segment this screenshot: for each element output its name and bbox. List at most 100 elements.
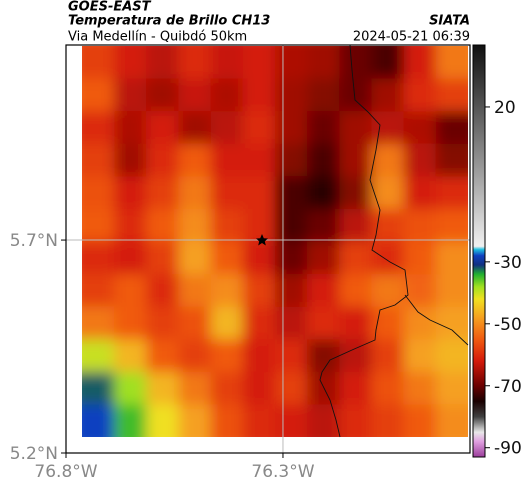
field-cell bbox=[339, 371, 373, 406]
field-cell bbox=[146, 208, 180, 243]
field-cell bbox=[178, 143, 212, 178]
field-cell bbox=[178, 371, 212, 406]
colorbar-tick-label: -50 bbox=[494, 315, 522, 335]
datetime: 2024-05-21 06:39 bbox=[353, 30, 470, 45]
title: GOES-EAST bbox=[68, 0, 152, 15]
field-cell bbox=[242, 339, 276, 373]
field-cell bbox=[371, 404, 405, 437]
y-tick-label: 5.7°N bbox=[10, 231, 58, 251]
region: Via Medellín - Quibdó 50km bbox=[68, 30, 247, 45]
field-cell bbox=[307, 371, 341, 406]
field-cell bbox=[242, 306, 276, 341]
field-cell bbox=[403, 208, 437, 243]
field-cell bbox=[114, 306, 148, 341]
border-line bbox=[404, 294, 469, 346]
field-cell bbox=[403, 78, 437, 113]
field-cell bbox=[210, 306, 244, 341]
borders bbox=[319, 44, 469, 438]
field-cell bbox=[435, 371, 468, 406]
field-cell bbox=[210, 241, 244, 276]
field-cell bbox=[82, 46, 116, 80]
field-cell bbox=[435, 241, 468, 276]
location-star bbox=[256, 234, 268, 246]
field-cell bbox=[339, 176, 373, 210]
field-cell bbox=[146, 46, 180, 80]
field-cell bbox=[339, 78, 373, 113]
field-cell bbox=[210, 46, 244, 80]
field-cell bbox=[210, 371, 244, 406]
field-cell bbox=[435, 78, 468, 113]
field-cell bbox=[210, 274, 244, 308]
field-cell bbox=[242, 371, 276, 406]
field-cell bbox=[371, 241, 405, 276]
field-cell bbox=[339, 46, 373, 80]
field-cell bbox=[371, 111, 405, 145]
field-cell bbox=[178, 404, 212, 437]
field-cell bbox=[339, 339, 373, 373]
field-cell bbox=[371, 46, 405, 80]
field-cell bbox=[146, 371, 180, 406]
field-cell bbox=[82, 274, 116, 308]
field-cell bbox=[403, 111, 437, 145]
field-cell bbox=[178, 176, 212, 210]
field-cell bbox=[242, 111, 276, 145]
field-cell bbox=[242, 143, 276, 178]
field-cell bbox=[210, 78, 244, 113]
field-cell bbox=[210, 208, 244, 243]
field-cell bbox=[146, 404, 180, 437]
colorbar-tick-label: -70 bbox=[494, 377, 522, 397]
colorbar-tick-label: -30 bbox=[494, 253, 522, 273]
field-cell bbox=[82, 111, 116, 145]
field-cell bbox=[114, 46, 148, 80]
field-cell bbox=[146, 143, 180, 178]
field-cell bbox=[275, 208, 309, 243]
field-cell bbox=[339, 208, 373, 243]
field-cell bbox=[82, 339, 116, 373]
field-cell bbox=[435, 111, 468, 145]
colorbar bbox=[472, 44, 486, 458]
frame bbox=[65, 44, 471, 454]
colorbar-tick-label: -90 bbox=[494, 439, 522, 459]
temperature-field bbox=[82, 46, 468, 437]
x-tick-label: 76.3°W bbox=[251, 462, 314, 482]
field-cell bbox=[435, 143, 468, 178]
field-cell bbox=[435, 339, 468, 373]
field-cell bbox=[403, 241, 437, 276]
field-cell bbox=[435, 404, 468, 437]
colorbar-tick-label: 20 bbox=[494, 98, 516, 118]
field-cell bbox=[403, 143, 437, 178]
field-cell bbox=[82, 78, 116, 113]
field-cell bbox=[403, 339, 437, 373]
field-clip bbox=[82, 46, 468, 437]
field-cell bbox=[307, 78, 341, 113]
field-cell bbox=[275, 143, 309, 178]
field-cell bbox=[178, 111, 212, 145]
field-cell bbox=[146, 111, 180, 145]
field-cell bbox=[371, 371, 405, 406]
field-cell bbox=[307, 208, 341, 243]
field-cell bbox=[242, 404, 276, 437]
field-cell bbox=[339, 274, 373, 308]
field-cell bbox=[307, 306, 341, 341]
field-cell bbox=[275, 371, 309, 406]
field-cell bbox=[275, 241, 309, 276]
field-cell bbox=[275, 274, 309, 308]
field-cell bbox=[82, 208, 116, 243]
field-cell bbox=[371, 208, 405, 243]
field-cell bbox=[210, 111, 244, 145]
field-cell bbox=[82, 306, 116, 341]
field-cell bbox=[146, 274, 180, 308]
field-cell bbox=[371, 306, 405, 341]
field-cell bbox=[114, 111, 148, 145]
field-cell bbox=[146, 241, 180, 276]
field-cell bbox=[178, 46, 212, 80]
field-cell bbox=[403, 176, 437, 210]
field-cell bbox=[403, 46, 437, 80]
field-cell bbox=[307, 111, 341, 145]
field-cell bbox=[307, 339, 341, 373]
field-cell bbox=[242, 208, 276, 243]
field-cell bbox=[178, 78, 212, 113]
field-cell bbox=[242, 241, 276, 276]
field-cell bbox=[114, 176, 148, 210]
